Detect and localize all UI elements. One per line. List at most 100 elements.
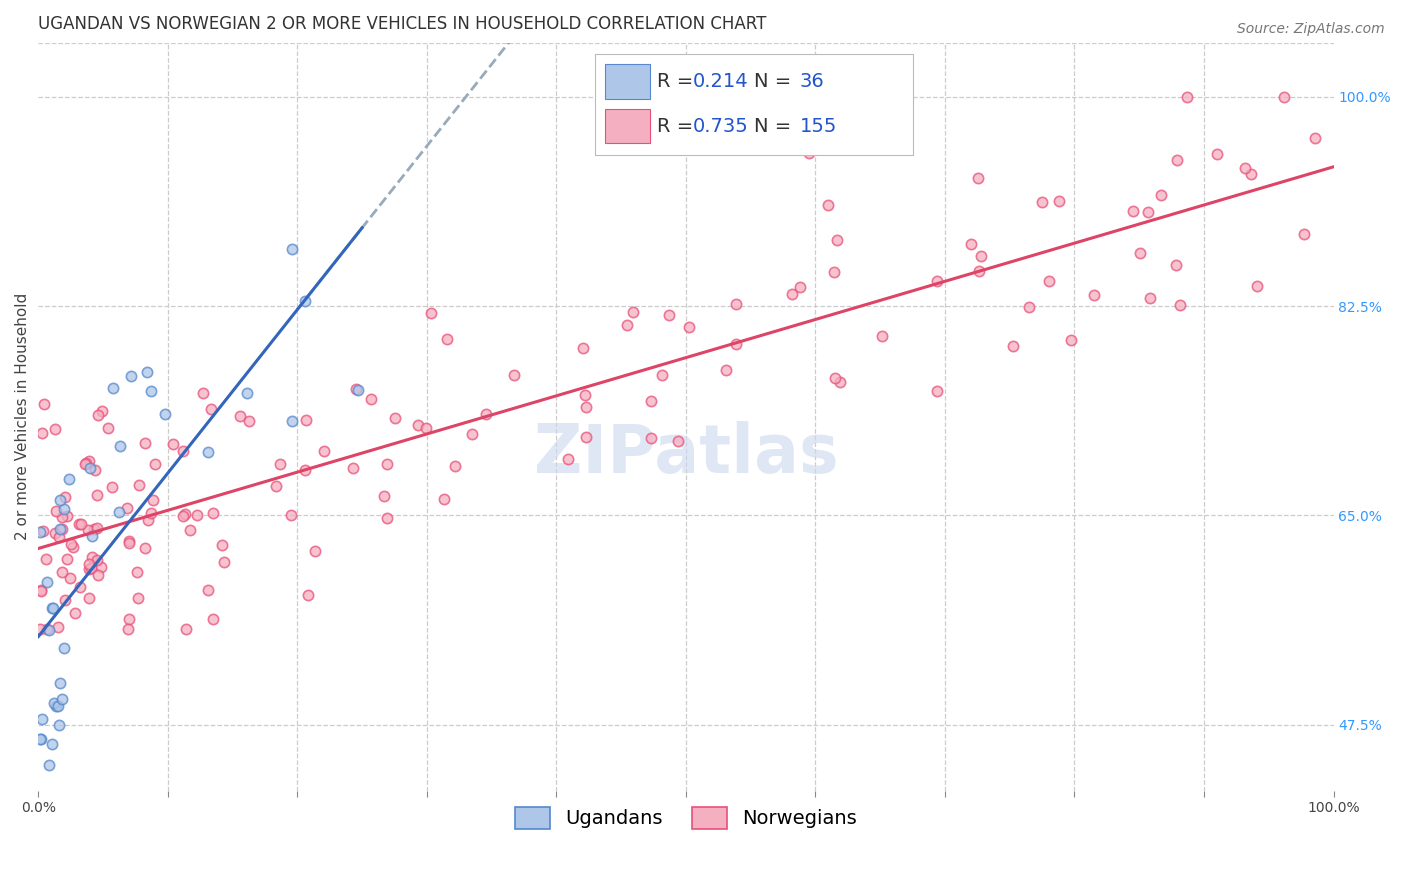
Point [1038, 274, 1060, 288]
Point [211, 538, 233, 552]
Point [30, 525, 52, 540]
Point [461, 427, 484, 442]
Point [51, 565, 73, 579]
Point [280, 508, 302, 523]
Point [134, 436, 156, 450]
Point [725, 297, 748, 311]
Point [48, 493, 70, 508]
Point [1294, 227, 1316, 242]
Point [197, 445, 219, 459]
Point [415, 420, 437, 434]
Text: R =: R = [657, 71, 699, 91]
Point [101, 480, 124, 494]
Point [48, 530, 70, 544]
Point [360, 392, 382, 407]
Point [46, 698, 69, 713]
Point [174, 622, 197, 636]
Text: N =: N = [754, 71, 797, 91]
Point [375, 511, 398, 525]
Point [444, 458, 467, 473]
Point [827, 233, 849, 247]
Point [724, 337, 747, 351]
Point [799, 145, 821, 160]
Point [1303, 131, 1326, 145]
FancyBboxPatch shape [595, 54, 912, 155]
Point [1168, 298, 1191, 312]
Legend: Ugandans, Norwegians: Ugandans, Norwegians [508, 799, 865, 837]
Point [141, 506, 163, 520]
Point [236, 385, 259, 400]
Point [229, 409, 252, 424]
Text: N =: N = [754, 117, 797, 136]
Point [153, 407, 176, 421]
Point [502, 368, 524, 382]
Point [48, 522, 70, 536]
Point [30, 622, 52, 636]
Point [44, 525, 66, 540]
Point [28, 731, 51, 746]
Point [53, 490, 76, 504]
Point [97, 421, 120, 435]
Point [574, 387, 596, 401]
Text: 0.214: 0.214 [693, 71, 748, 91]
Point [79, 461, 101, 475]
Text: Source: ZipAtlas.com: Source: ZipAtlas.com [1237, 22, 1385, 37]
Point [62, 540, 84, 554]
Point [1239, 167, 1261, 181]
Point [575, 400, 598, 414]
Point [179, 523, 201, 537]
Point [1234, 161, 1257, 176]
Point [75, 457, 97, 471]
Point [716, 363, 738, 377]
Point [280, 243, 302, 257]
Point [34, 552, 56, 566]
FancyBboxPatch shape [605, 109, 650, 144]
Point [51, 509, 73, 524]
Point [314, 444, 336, 458]
Point [294, 463, 316, 477]
Y-axis label: 2 or more Vehicles in Household: 2 or more Vehicles in Household [15, 293, 30, 541]
Point [45, 698, 67, 713]
Point [77, 558, 100, 572]
Point [117, 500, 139, 515]
Point [384, 411, 406, 425]
Point [31, 712, 53, 726]
Point [1137, 205, 1160, 219]
Point [658, 308, 681, 322]
Point [118, 612, 141, 626]
Point [86, 488, 108, 502]
Text: 36: 36 [800, 71, 824, 91]
Point [143, 457, 166, 471]
Point [823, 265, 845, 279]
Point [1150, 188, 1173, 202]
Point [830, 375, 852, 389]
Point [118, 534, 141, 549]
Point [91, 404, 114, 418]
Point [640, 431, 662, 445]
Point [44, 422, 66, 436]
Point [83, 463, 105, 477]
Point [172, 443, 194, 458]
Point [1139, 291, 1161, 305]
Point [264, 479, 287, 493]
Point [557, 451, 579, 466]
Point [77, 562, 100, 576]
Point [200, 402, 222, 417]
Point [56, 552, 79, 566]
Point [616, 318, 638, 332]
Point [30, 582, 52, 597]
Point [238, 414, 260, 428]
Point [1166, 153, 1188, 167]
Point [162, 437, 184, 451]
Point [375, 458, 398, 472]
Point [678, 319, 700, 334]
Point [69, 580, 91, 594]
Point [304, 544, 326, 558]
Point [572, 341, 595, 355]
Point [1272, 89, 1295, 103]
Point [127, 591, 149, 606]
Point [419, 306, 441, 320]
Point [346, 383, 368, 397]
Text: ZIPatlas: ZIPatlas [534, 421, 838, 487]
FancyBboxPatch shape [605, 64, 650, 99]
